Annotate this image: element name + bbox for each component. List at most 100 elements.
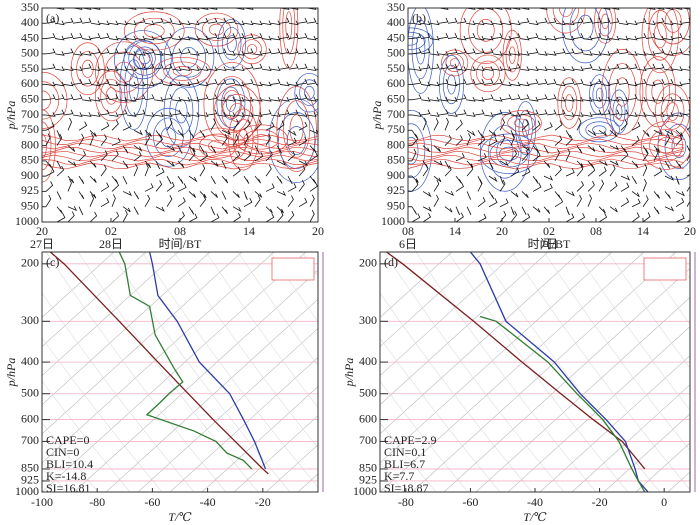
wind-barb: [126, 35, 137, 41]
wind-barb: [298, 180, 305, 192]
wind-barb: [99, 48, 110, 55]
wind-barb: [108, 94, 119, 101]
wind-barb: [207, 109, 218, 116]
wind-barb: [537, 35, 548, 41]
wind-barb: [474, 96, 485, 102]
contour: [647, 10, 673, 61]
wind-barb: [108, 66, 119, 71]
wind-barb: [529, 8, 532, 9]
wind-barb: [155, 180, 163, 192]
wind-barb: [216, 48, 227, 55]
wind-barb: [456, 17, 467, 24]
wind-barb: [447, 17, 458, 24]
wind-barb: [521, 167, 531, 177]
isotherm: [42, 252, 211, 406]
wind-barb: [279, 8, 290, 10]
contour: [480, 112, 530, 192]
wind-barb: [455, 212, 464, 222]
wind-barb: [665, 221, 666, 222]
wind-barb: [488, 129, 497, 137]
wind-barb: [135, 109, 146, 116]
wind-barb: [620, 119, 628, 131]
contour: [42, 134, 318, 142]
wind-barb: [645, 20, 656, 26]
wind-barb: [135, 51, 146, 56]
wind-barb: [546, 51, 557, 56]
wind-barb: [686, 173, 690, 177]
wind-barb: [162, 81, 173, 87]
wind-barb: [288, 81, 299, 87]
y-tick-label: 925: [387, 183, 405, 197]
wind-barb: [188, 145, 196, 153]
wind-barb: [279, 109, 290, 116]
contour: [42, 158, 318, 166]
wind-barb: [270, 48, 281, 55]
wind-barb: [232, 150, 241, 162]
wind-barb: [447, 33, 458, 39]
wind-barb: [126, 112, 137, 117]
x-tick-label: -20: [592, 495, 608, 509]
wind-barb: [126, 81, 137, 87]
wind-barb: [654, 35, 665, 41]
contour: [153, 56, 211, 86]
wind-barb: [521, 119, 529, 131]
wind-barb: [422, 206, 432, 212]
wind-barb: [609, 129, 618, 137]
wind-barb: [519, 94, 530, 101]
wind-barb: [210, 118, 216, 131]
y-tick-label: 550: [21, 61, 39, 75]
adiabat: [380, 337, 501, 492]
wind-barb: [537, 8, 548, 10]
wind-barb: [620, 182, 630, 192]
wind-barb: [554, 197, 564, 208]
wind-barb: [465, 20, 476, 26]
wind-barb: [243, 133, 249, 146]
wind-barb: [297, 112, 308, 117]
wind-barb: [189, 35, 200, 41]
isotherm: [297, 473, 318, 492]
wind-barb: [252, 112, 263, 117]
wind-barb: [297, 48, 308, 55]
wind-barb: [265, 133, 271, 146]
contour: [408, 8, 434, 94]
wind-barb: [420, 48, 431, 55]
wind-barb: [89, 175, 97, 183]
wind-barb: [188, 213, 198, 222]
wind-barb: [555, 96, 566, 102]
wind-barb: [600, 8, 611, 10]
wind-barb: [499, 210, 507, 222]
wind-barb: [422, 145, 430, 152]
y-tick-label: 925: [359, 473, 377, 487]
wind-barb: [501, 35, 512, 41]
wind-barb: [675, 129, 684, 137]
index-annotation: CIN=0: [46, 445, 79, 459]
wind-barb: [45, 122, 55, 131]
x-tick-label: -60: [144, 495, 160, 509]
wind-barb: [411, 180, 419, 192]
y-tick-label: 700: [359, 433, 377, 447]
contour: [449, 58, 460, 68]
wind-barb: [620, 175, 631, 181]
x-axis-label: 时间/BT: [528, 237, 571, 251]
wind-barb: [207, 94, 218, 101]
wind-barb: [234, 20, 245, 26]
wind-barb: [636, 66, 647, 71]
contour: [615, 77, 630, 107]
wind-barb: [444, 206, 453, 213]
wind-barb: [645, 33, 656, 39]
wind-barb: [587, 180, 595, 192]
wind-barb: [162, 51, 173, 56]
index-annotation: CAPE=0: [46, 433, 89, 447]
adiabat: [479, 252, 661, 492]
wind-barb: [78, 175, 85, 184]
wind-barb: [598, 206, 606, 214]
adiabat: [45, 252, 227, 492]
wind-barb: [519, 17, 530, 24]
wind-barb: [276, 145, 282, 154]
wind-barb: [210, 145, 217, 154]
wind-barb: [216, 112, 227, 117]
wind-barb: [261, 35, 272, 41]
profile-line: [118, 252, 253, 470]
isotherm: [635, 442, 690, 492]
contour: [447, 74, 456, 95]
